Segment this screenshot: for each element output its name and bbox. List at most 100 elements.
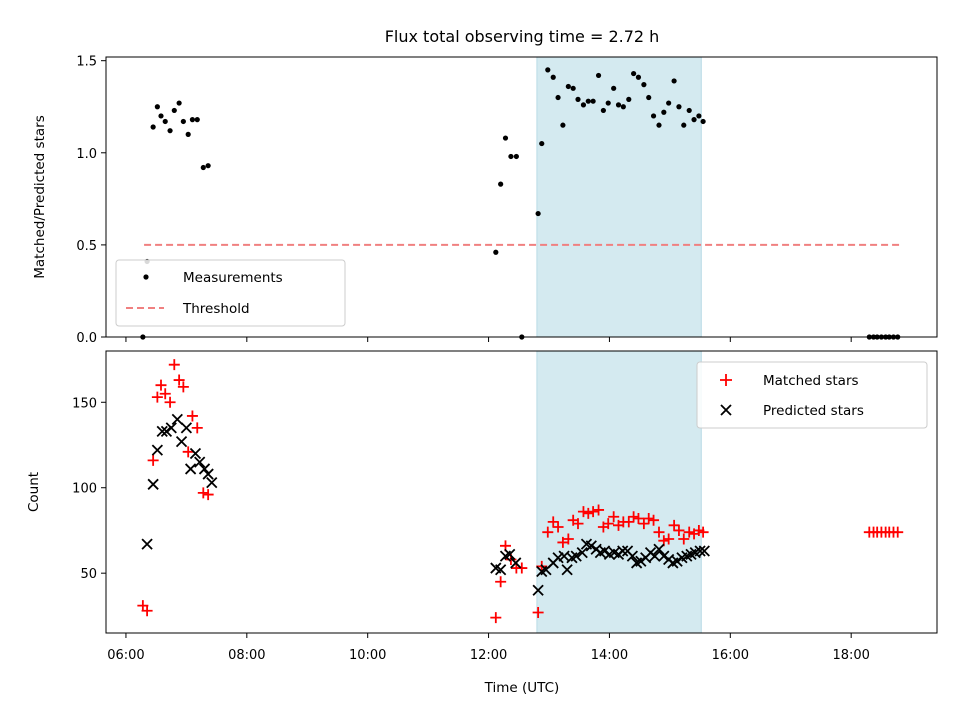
matched-star-point [490,612,502,624]
predicted-star-point [694,545,706,557]
predicted-star-point [206,476,218,489]
predicted-star-point [585,540,597,552]
measurement-point [154,104,160,110]
y-tick-label: 0.5 [76,239,97,254]
x-tick-label: 10:00 [349,648,386,663]
measurement-point [595,72,602,79]
y-tick-label: 100 [72,482,97,497]
x-tick-label: 14:00 [591,648,628,663]
matched-star-point [668,519,680,531]
y-tick-label: 150 [72,396,97,411]
measurement-point [681,122,687,128]
measurement-point [646,94,652,101]
measurement-point [611,85,617,91]
measurement-point [560,122,566,128]
measurement-point [545,67,551,73]
matched-star-point [697,526,709,538]
predicted-star-point [698,545,710,557]
count-y-axis-label: Count [26,472,42,512]
ratio-y-axis-label: Matched/Predicted stars [32,115,48,278]
x-tick-label: 16:00 [712,648,749,663]
measurement-point [150,124,156,130]
matched-star-point [892,526,904,538]
matched-star-point [151,391,163,403]
legend-threshold-label: Threshold [182,301,250,317]
matched-star-point [608,511,620,523]
measurement-point [498,181,504,187]
measurement-point [502,135,509,141]
predicted-star-point [156,425,168,437]
predicted-star-point [180,422,193,434]
chart-title: Flux total observing time = 2.72 h [385,27,660,46]
predicted-star-point [151,444,164,456]
x-tick-label: 06:00 [107,648,144,663]
count-legend: Matched stars Predicted stars [696,361,928,429]
matched-star-point [164,396,176,408]
matched-star-point [673,524,685,536]
y-tick-label: 0.0 [76,331,97,346]
count-panel: 06:00 08:00 10:00 12:00 14:00 16:00 18:00 50 100… [72,350,938,663]
predicted-star-point [194,456,206,468]
matched-star-point [542,526,554,538]
predicted-star-point [570,550,582,562]
measurement-point [620,104,626,110]
matched-star-point [191,422,203,434]
predicted-star-point [649,550,661,562]
measurement-point [570,85,576,91]
legend-measurements-marker [143,274,149,280]
matched-star-point [202,489,214,501]
measurement-point [585,98,591,104]
x-tick-label: 12:00 [470,648,507,663]
matched-star-point [173,374,185,386]
matched-star-point [516,562,528,574]
matched-star-point [168,359,180,371]
matched-star-point [197,487,209,499]
predicted-star-point [532,584,544,596]
measurement-point [513,153,519,160]
measurement-point [205,163,211,169]
measurement-point [575,96,581,102]
predicted-star-point [184,463,197,475]
ratio-legend-box [115,259,346,327]
measurement-point [626,96,632,102]
matched-star-point [623,516,635,528]
matched-star-point [159,388,171,400]
predicted-star-point [653,543,665,555]
predicted-star-point [635,555,647,567]
measurement-point [194,117,200,123]
matched-star-point [663,533,675,545]
matched-star-point [495,576,507,588]
matched-star-point [628,511,640,523]
measurement-point [508,153,514,160]
measurement-point [661,109,667,115]
measurement-point [580,102,587,108]
matched-star-point [632,512,644,524]
predicted-star-point [658,550,670,562]
predicted-star-point [576,547,588,559]
x-tick-label: 18:00 [832,648,869,663]
measurement-point [158,113,164,119]
measurement-point [185,131,191,137]
predicted-star-point [504,548,516,561]
predicted-star-point [626,550,639,562]
matched-star-point [532,606,544,618]
matched-star-point [683,526,695,538]
plot-frame [105,56,938,338]
measurement-point [180,118,186,125]
matched-star-point [602,518,614,530]
measurement-point [631,70,637,77]
measurement-point [550,74,556,80]
legend-matched-marker [720,374,732,386]
legend-measurements-label: Measurements [183,270,283,286]
y-tick-label: 1.5 [76,55,97,70]
matched-star-point [141,605,153,617]
legend-predicted-marker [720,404,732,416]
count-legend-box [696,361,928,429]
measurement-point [171,107,177,114]
matched-star-point [177,381,189,393]
measurement-point [676,104,682,110]
measurement-point [590,98,596,104]
measurement-point [539,140,545,147]
predicted-star-point [141,538,153,550]
